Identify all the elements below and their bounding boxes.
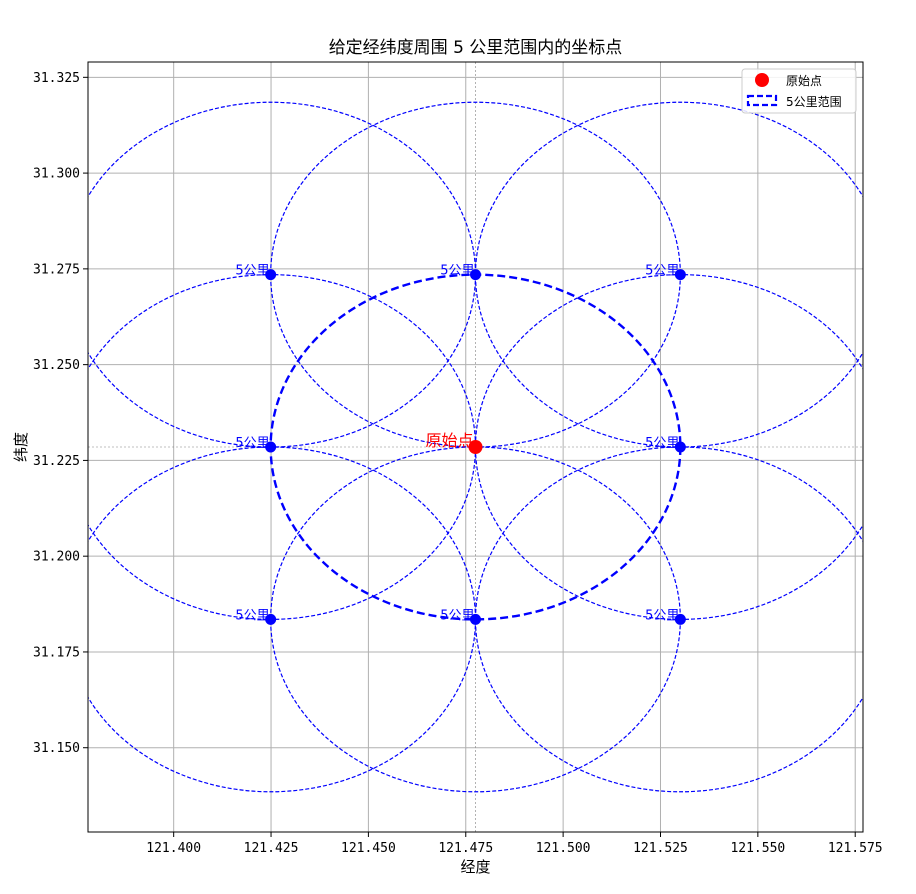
x-tick-label: 121.550 <box>730 841 785 856</box>
point-label: 5公里 <box>440 608 474 623</box>
point-marker <box>470 269 481 281</box>
point-marker <box>674 613 686 625</box>
x-tick-label: 121.525 <box>633 841 688 856</box>
legend-origin-label: 原始点 <box>786 74 822 88</box>
y-tick-label: 31.275 <box>33 262 80 277</box>
point-marker <box>674 269 686 281</box>
x-tick-label: 121.475 <box>438 841 493 856</box>
point-marker <box>265 269 277 281</box>
y-tick-label: 31.225 <box>33 454 80 469</box>
legend: 原始点 5公里范围 <box>741 68 857 114</box>
y-axis-ticks: 31.150 31.175 31.200 31.225 31.250 31.275 31.3… <box>33 71 88 756</box>
point-marker <box>265 441 277 453</box>
legend-origin-marker <box>755 73 769 87</box>
origin-label: 原始点 <box>425 431 473 450</box>
point-label: 5公里 <box>645 436 679 451</box>
y-axis-label: 纬度 <box>12 432 30 462</box>
x-tick-label: 121.500 <box>536 841 591 856</box>
point-label: 5公里 <box>645 264 679 279</box>
point-marker <box>674 441 686 453</box>
x-axis-label: 经度 <box>460 858 490 876</box>
x-tick-label: 121.450 <box>341 841 396 856</box>
x-tick-label: 121.575 <box>828 841 883 856</box>
point-label: 5公里 <box>235 436 269 451</box>
x-axis-ticks: 121.400 121.425 121.450 121.475 121.500 121.5… <box>146 832 883 856</box>
y-tick-label: 31.175 <box>33 645 80 660</box>
point-marker <box>265 613 277 625</box>
point-marker <box>470 613 481 625</box>
point-label: 5公里 <box>645 608 679 623</box>
legend-range-label: 5公里范围 <box>786 95 842 109</box>
chart-title: 给定经纬度周围 5 公里范围内的坐标点 <box>329 38 623 58</box>
y-tick-label: 31.300 <box>33 167 80 182</box>
y-tick-label: 31.150 <box>33 741 80 756</box>
origin-marker <box>468 440 483 454</box>
point-label: 5公里 <box>235 608 269 623</box>
x-tick-label: 121.425 <box>244 841 299 856</box>
y-tick-label: 31.200 <box>33 550 80 565</box>
x-tick-label: 121.400 <box>146 841 201 856</box>
point-label: 5公里 <box>440 264 474 279</box>
y-tick-label: 31.250 <box>33 358 80 373</box>
legend-range-marker <box>746 94 778 107</box>
plot-frame <box>87 61 864 833</box>
y-tick-label: 31.325 <box>33 71 80 86</box>
point-label: 5公里 <box>235 264 269 279</box>
legend-box <box>741 68 857 114</box>
